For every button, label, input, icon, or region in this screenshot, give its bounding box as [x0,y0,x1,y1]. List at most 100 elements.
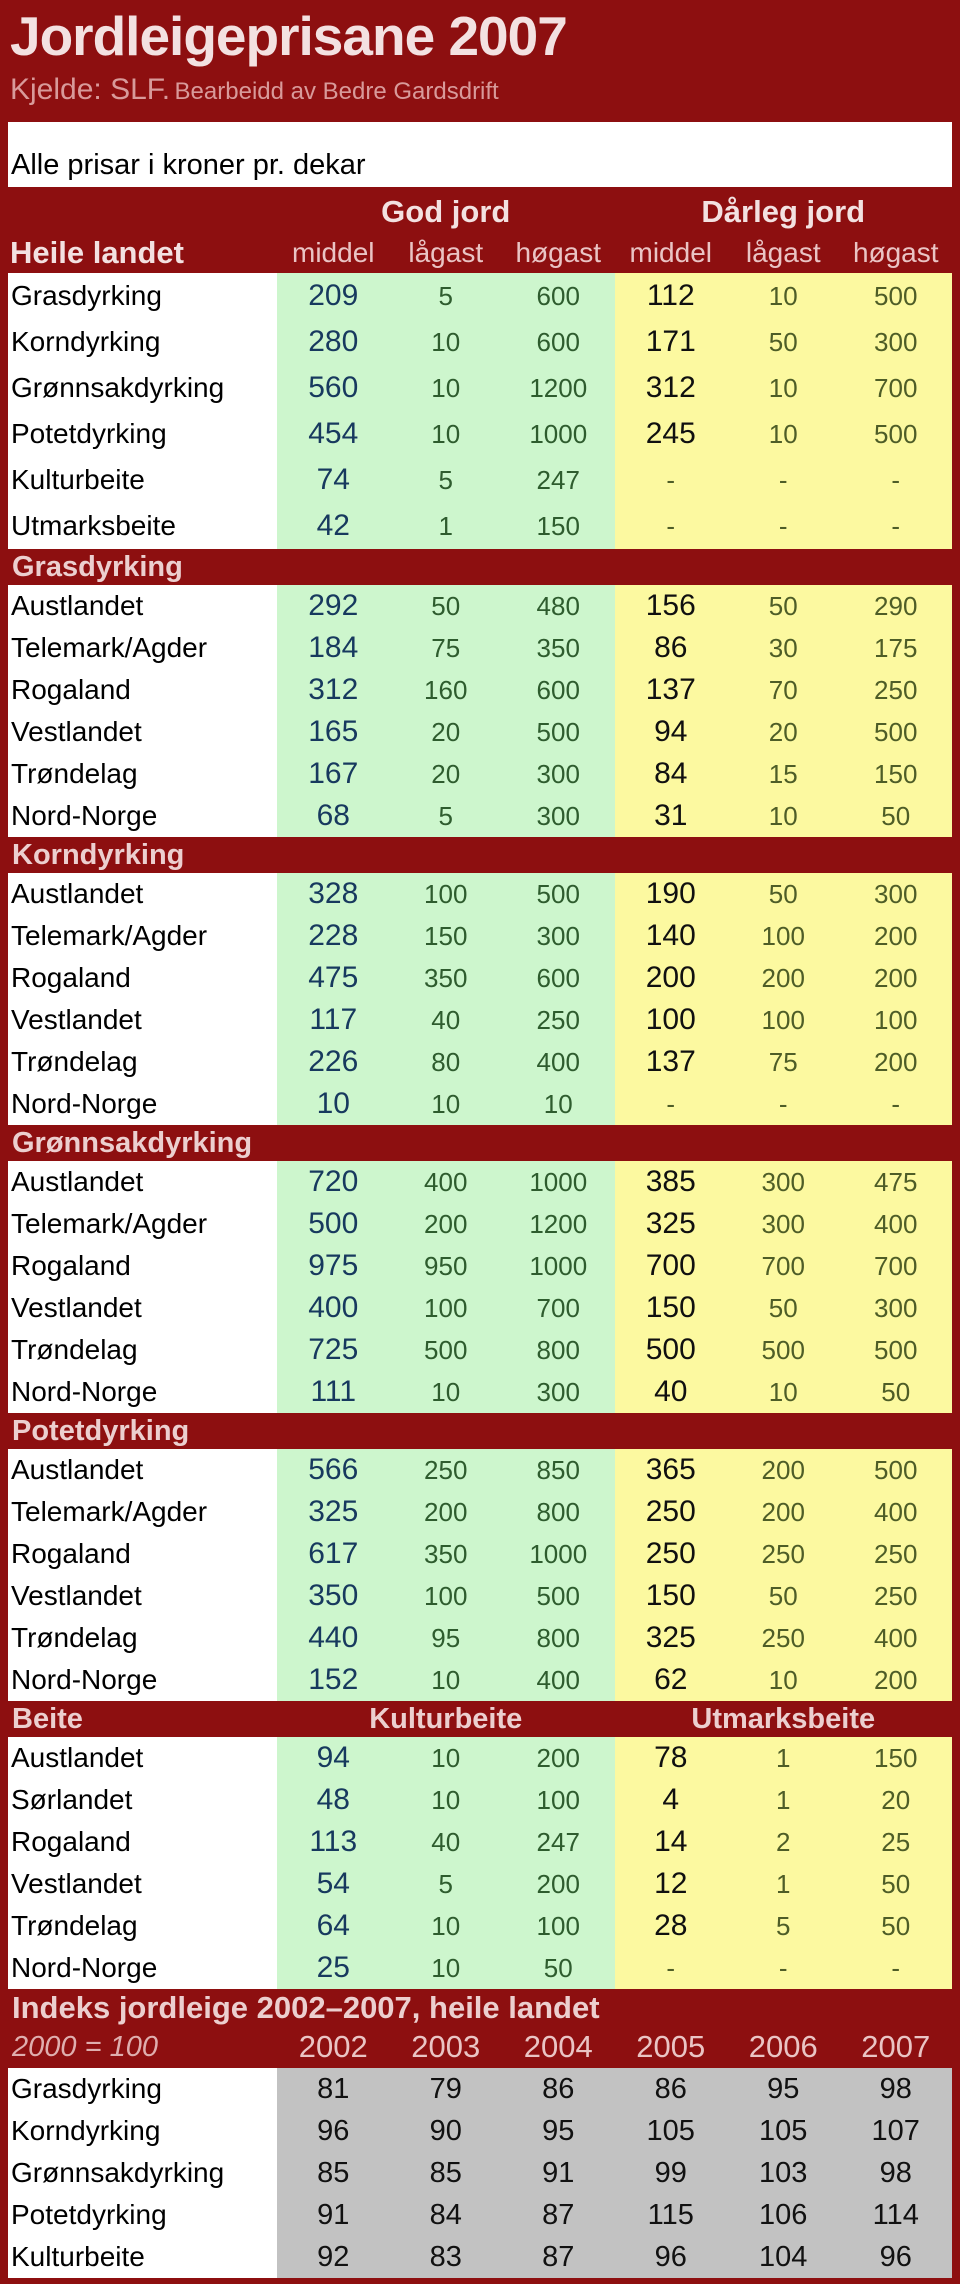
row-label: Potetdyrking [8,411,277,457]
cell-value: 250 [502,999,615,1041]
cell-value: 78 [614,1737,727,1779]
cell-value: 15 [727,753,840,795]
cell-value: 200 [839,957,952,999]
cell-value: 400 [839,1617,952,1659]
table-row: Telemark/Agder 184 75 350 86 30 175 [8,627,952,669]
table-row: Vestlandet 165 20 500 94 20 500 [8,711,952,753]
cell-value: 68 [277,795,390,837]
cell-value: 92 [277,2236,390,2278]
cell-value: 560 [277,365,390,411]
cell-value: 385 [614,1161,727,1203]
cell-value: 250 [389,1449,502,1491]
row-label: Utmarksbeite [8,503,277,549]
cell-value: 226 [277,1041,390,1083]
cell-value: 200 [502,1863,615,1905]
table-row: Trøndelag 226 80 400 137 75 200 [8,1041,952,1083]
table-row: Nord-Norge 111 10 300 40 10 50 [8,1371,952,1413]
row-label: Austlandet [8,1737,277,1779]
cell-value: 250 [727,1617,840,1659]
row-label: Telemark/Agder [8,1203,277,1245]
table-row: Austlandet 292 50 480 156 50 290 [8,585,952,627]
cell-value: 54 [277,1863,390,1905]
cell-value: 150 [839,753,952,795]
cell-value: 70 [727,669,840,711]
cell-value: 81 [277,2068,390,2110]
cell-value: 10 [727,365,840,411]
table-row: Kulturbeite 74 5 247- - - [8,457,952,503]
cell-value: 50 [727,873,840,915]
cell-value: 20 [389,711,502,753]
row-label: Trøndelag [8,1905,277,1947]
row-label: Nord-Norge [8,1947,277,1989]
table-row: Nord-Norge 25 10 50- - - [8,1947,952,1989]
cell-value: 86 [614,2068,727,2110]
cell-value: 40 [389,1821,502,1863]
cell-value: 100 [389,1575,502,1617]
table-row: Austlandet 94 10 200 78 1 150 [8,1737,952,1779]
cell-value: 5 [389,273,502,319]
cell-value: 10 [277,1083,390,1125]
cell-value: 400 [502,1659,615,1701]
row-label: Korndyrking [8,2110,277,2152]
cell-value: 800 [502,1329,615,1371]
cell-value: 30 [727,627,840,669]
header-spacer [8,187,277,232]
cell-value: 99 [614,2152,727,2194]
cell-value: 86 [614,627,727,669]
year-column-2006: 2006 [748,2029,818,2064]
row-label: Telemark/Agder [8,627,277,669]
cell-value: 312 [614,365,727,411]
cell-value: 117 [277,999,390,1041]
cell-value: 105 [727,2110,840,2152]
cell-value: 400 [839,1203,952,1245]
cell-value: 83 [389,2236,502,2278]
cell-value: 200 [839,915,952,957]
index-base-label: 2000 = 100 [12,2030,158,2063]
cell-value: 365 [614,1449,727,1491]
cell-value: 200 [727,1449,840,1491]
cell-value: 325 [277,1491,390,1533]
cell-value: 42 [277,503,390,549]
table-row: Kulturbeite 92 83 87 96 104 96 [8,2236,952,2278]
row-label: Vestlandet [8,1287,277,1329]
table-content: Alle prisar i kroner pr. dekar God jord … [8,122,952,2278]
cell-value: 10 [727,795,840,837]
row-label: Grasdyrking [8,2068,277,2110]
cell-value: 312 [277,669,390,711]
table-row: Grønnsakdyrking 85 85 91 99 103 98 [8,2152,952,2194]
column-group-poor-soil: Dårleg jord [701,194,866,229]
row-label: Telemark/Agder [8,1491,277,1533]
table-row: Trøndelag 167 20 300 84 15 150 [8,753,952,795]
cell-value: 10 [502,1083,615,1125]
cell-value: 1000 [502,1161,615,1203]
section-header: Potetdyrking [8,1413,952,1449]
cell-value: 150 [389,915,502,957]
row-label: Nord-Norge [8,1083,277,1125]
cell-value: 150 [502,503,615,549]
table-row: Nord-Norge 152 10 400 62 10 200 [8,1659,952,1701]
index-table: Grasdyrking 81 79 86 86 95 98 Korndyrking 96 90 95… [8,2068,952,2278]
cell-value: 111 [277,1371,390,1413]
cell-value: 50 [839,1371,952,1413]
cell-value: 720 [277,1161,390,1203]
row-label: Rogaland [8,1245,277,1287]
cell-value: 247 [502,457,615,503]
price-table: Grasdyrking 209 5 600 112 10 500 Korndyrking 280… [8,273,952,1989]
section-title: Grasdyrking [12,550,183,583]
cell-value: 20 [839,1779,952,1821]
cell-value: 800 [502,1491,615,1533]
cell-value: 10 [727,1371,840,1413]
column-header-lagast-poor: lågast [745,236,821,268]
column-header-lagast-good: lågast [408,236,484,268]
column-header-middel-poor: middel [629,236,712,268]
table-row: Sørlandet 48 10 100 4 1 20 [8,1779,952,1821]
cell-value: 100 [502,1905,615,1947]
row-label: Grasdyrking [8,273,277,319]
cell-value: 25 [839,1821,952,1863]
cell-value: 600 [502,273,615,319]
row-label: Telemark/Agder [8,915,277,957]
cell-value: 64 [277,1905,390,1947]
row-label: Kulturbeite [8,457,277,503]
cell-value: 975 [277,1245,390,1287]
cell-value: - [614,1083,727,1125]
